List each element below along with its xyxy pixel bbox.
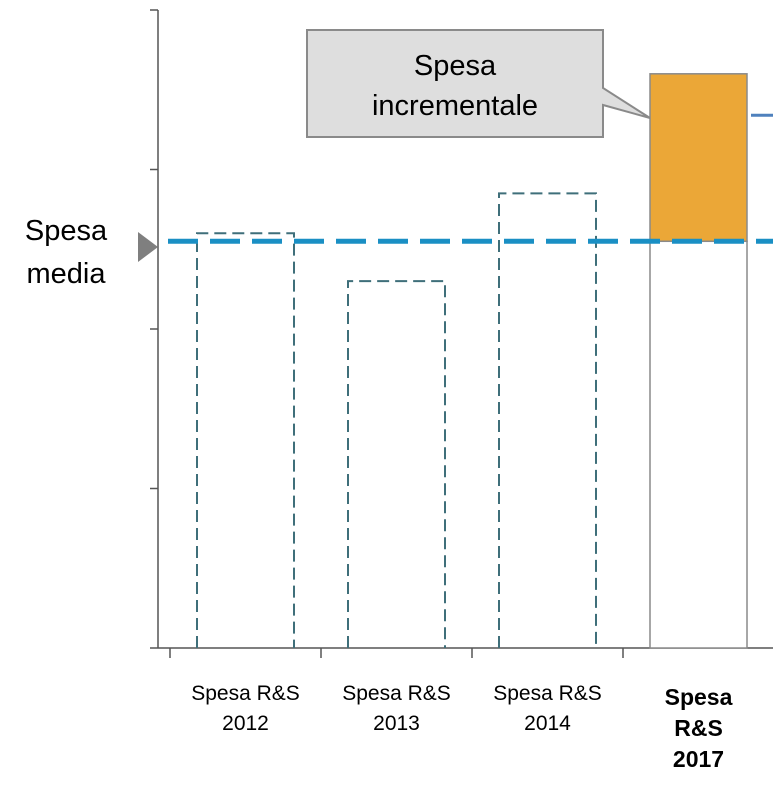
bar-3-base bbox=[649, 240, 748, 649]
bar-2 bbox=[498, 192, 597, 648]
callout: Spesa incrementale bbox=[306, 29, 651, 138]
bar-1 bbox=[347, 280, 446, 648]
x-tick-label: Spesa R&S bbox=[191, 682, 300, 705]
callout-box bbox=[306, 29, 651, 138]
x-tick-label: Spesa R&S bbox=[493, 682, 602, 705]
average-label-line-2: media bbox=[27, 258, 107, 290]
average-label-line-1: Spesa bbox=[25, 215, 108, 247]
x-tick-label: 2017 bbox=[673, 746, 724, 772]
x-tick-label: Spesa R&S bbox=[342, 682, 451, 705]
bar-3-incremental bbox=[649, 73, 748, 243]
x-tick-label: R&S bbox=[674, 715, 723, 741]
x-tick-label: 2013 bbox=[373, 712, 420, 735]
x-tick-label: 2014 bbox=[524, 712, 571, 735]
x-tick-label: 2012 bbox=[222, 712, 269, 735]
callout-label-line-1: Spesa bbox=[414, 50, 497, 82]
average-label: Spesa media bbox=[25, 215, 158, 290]
x-tick-label: Spesa bbox=[665, 684, 733, 710]
average-pointer-icon bbox=[138, 232, 158, 262]
bar-0 bbox=[196, 232, 295, 648]
callout-label-line-2: incrementale bbox=[372, 90, 538, 122]
